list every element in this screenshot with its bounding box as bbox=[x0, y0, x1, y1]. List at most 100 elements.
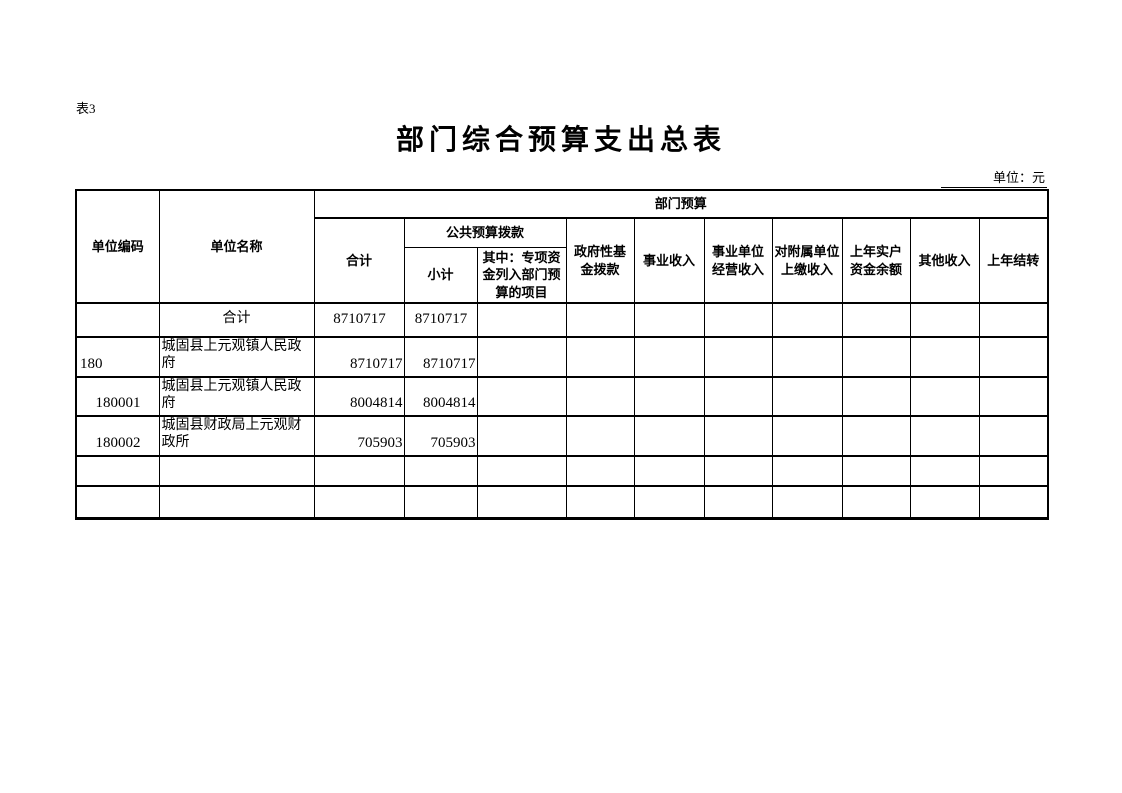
cell-remit-income bbox=[771, 302, 843, 339]
cell-unit-code bbox=[75, 454, 160, 487]
cell-actual-balance bbox=[841, 375, 911, 418]
cell-actual-balance bbox=[841, 415, 911, 457]
cell-total bbox=[313, 484, 405, 520]
col-header-public-budget: 公共预算拨款 bbox=[403, 217, 567, 248]
unit-note: 单位：元 bbox=[940, 167, 1047, 188]
table-row-empty bbox=[75, 454, 1049, 487]
col-header-gov-fund: 政府性基金拨款 bbox=[565, 217, 635, 304]
cell-actual-balance bbox=[841, 302, 911, 339]
cell-operating-income bbox=[703, 454, 773, 487]
budget-summary-table: 单位编码 单位名称 部门预算 合计 公共预算拨款 政府性基金拨款 事业收入 事业… bbox=[75, 189, 1050, 521]
cell-unit-code bbox=[75, 302, 160, 339]
cell-gov-fund bbox=[565, 484, 635, 520]
cell-other-income bbox=[909, 375, 980, 418]
cell-unit-code: 180002 bbox=[75, 415, 160, 457]
cell-remit-income bbox=[771, 484, 843, 520]
cell-unit-name: 合计 bbox=[158, 302, 315, 339]
cell-operating-income bbox=[703, 415, 773, 457]
cell-business-income bbox=[633, 336, 705, 378]
table-row: 180 城固县上元观镇人民政府 8710717 8710717 bbox=[75, 336, 1049, 378]
cell-business-income bbox=[633, 375, 705, 418]
cell-actual-balance bbox=[841, 454, 911, 487]
cell-unit-name: 城固县上元观镇人民政府 bbox=[158, 375, 315, 418]
col-header-carryover: 上年结转 bbox=[978, 217, 1049, 304]
col-header-unit-code: 单位编码 bbox=[75, 189, 160, 304]
cell-carryover bbox=[978, 454, 1049, 487]
table-row: 180001 城固县上元观镇人民政府 8004814 8004814 bbox=[75, 375, 1049, 418]
cell-remit-income bbox=[771, 454, 843, 487]
cell-special-item bbox=[476, 302, 567, 339]
cell-total bbox=[313, 454, 405, 487]
cell-total: 8710717 bbox=[313, 302, 405, 339]
cell-carryover bbox=[978, 484, 1049, 520]
cell-subtotal bbox=[403, 454, 478, 487]
unit-note-container: 单位：元 bbox=[75, 167, 1047, 188]
cell-total: 705903 bbox=[313, 415, 405, 457]
cell-subtotal: 8004814 bbox=[403, 375, 478, 418]
cell-unit-code: 180 bbox=[75, 336, 160, 378]
col-header-dept-budget: 部门预算 bbox=[313, 189, 1049, 219]
col-header-subtotal: 小计 bbox=[403, 246, 478, 304]
cell-gov-fund bbox=[565, 302, 635, 339]
cell-special-item bbox=[476, 454, 567, 487]
cell-operating-income bbox=[703, 484, 773, 520]
table-row-empty bbox=[75, 484, 1049, 520]
cell-special-item bbox=[476, 375, 567, 418]
cell-operating-income bbox=[703, 375, 773, 418]
cell-operating-income bbox=[703, 336, 773, 378]
cell-remit-income bbox=[771, 336, 843, 378]
cell-business-income bbox=[633, 415, 705, 457]
header-row-1: 单位编码 单位名称 部门预算 bbox=[75, 189, 1049, 304]
cell-special-item bbox=[476, 336, 567, 378]
col-header-special-item: 其中：专项资金列入部门预算的项目 bbox=[476, 246, 567, 304]
cell-special-item bbox=[476, 415, 567, 457]
cell-unit-name: 城固县财政局上元观财政所 bbox=[158, 415, 315, 457]
cell-gov-fund bbox=[565, 336, 635, 378]
header-row-2: 合计 公共预算拨款 政府性基金拨款 事业收入 事业单位经营收入 对附属单位上缴收… bbox=[76, 217, 1049, 304]
cell-special-item bbox=[476, 484, 567, 520]
cell-unit-name bbox=[158, 454, 315, 487]
cell-total: 8710717 bbox=[313, 336, 405, 378]
table-row-grand-total: 合计 8710717 8710717 bbox=[75, 302, 1049, 339]
cell-subtotal: 8710717 bbox=[403, 302, 478, 339]
cell-business-income bbox=[633, 454, 705, 487]
cell-other-income bbox=[909, 415, 980, 457]
cell-gov-fund bbox=[565, 415, 635, 457]
cell-business-income bbox=[633, 484, 705, 520]
cell-other-income bbox=[909, 454, 980, 487]
col-header-remit-income: 对附属单位上缴收入 bbox=[771, 217, 843, 304]
cell-carryover bbox=[978, 336, 1049, 378]
cell-unit-name: 城固县上元观镇人民政府 bbox=[158, 336, 315, 378]
cell-gov-fund bbox=[565, 454, 635, 487]
cell-unit-code: 180001 bbox=[75, 375, 160, 418]
cell-subtotal bbox=[403, 484, 478, 520]
table-row: 180002 城固县财政局上元观财政所 705903 705903 bbox=[75, 415, 1049, 457]
table-number-label: 表3 bbox=[76, 101, 96, 116]
col-header-business-income: 事业收入 bbox=[633, 217, 705, 304]
col-header-actual-balance: 上年实户资金余额 bbox=[841, 217, 911, 304]
cell-other-income bbox=[909, 484, 980, 520]
cell-other-income bbox=[909, 336, 980, 378]
col-header-operating-income: 事业单位经营收入 bbox=[703, 217, 773, 304]
header-row-3: 小计 其中：专项资金列入部门预算的项目 bbox=[76, 246, 1048, 304]
cell-unit-code bbox=[75, 484, 160, 520]
col-header-other-income: 其他收入 bbox=[909, 217, 980, 304]
cell-unit-name bbox=[158, 484, 315, 520]
cell-remit-income bbox=[771, 415, 843, 457]
cell-actual-balance bbox=[841, 336, 911, 378]
cell-gov-fund bbox=[565, 375, 635, 418]
col-header-total: 合计 bbox=[313, 217, 405, 304]
cell-remit-income bbox=[771, 375, 843, 418]
cell-carryover bbox=[978, 415, 1049, 457]
cell-other-income bbox=[909, 302, 980, 339]
cell-subtotal: 705903 bbox=[403, 415, 478, 457]
col-header-unit-name: 单位名称 bbox=[158, 189, 315, 304]
page-title: 部门综合预算支出总表 bbox=[395, 125, 726, 156]
cell-actual-balance bbox=[841, 484, 911, 520]
cell-subtotal: 8710717 bbox=[403, 336, 478, 378]
cell-business-income bbox=[633, 302, 705, 339]
cell-operating-income bbox=[703, 302, 773, 339]
cell-carryover bbox=[978, 375, 1049, 418]
cell-carryover bbox=[978, 302, 1049, 339]
